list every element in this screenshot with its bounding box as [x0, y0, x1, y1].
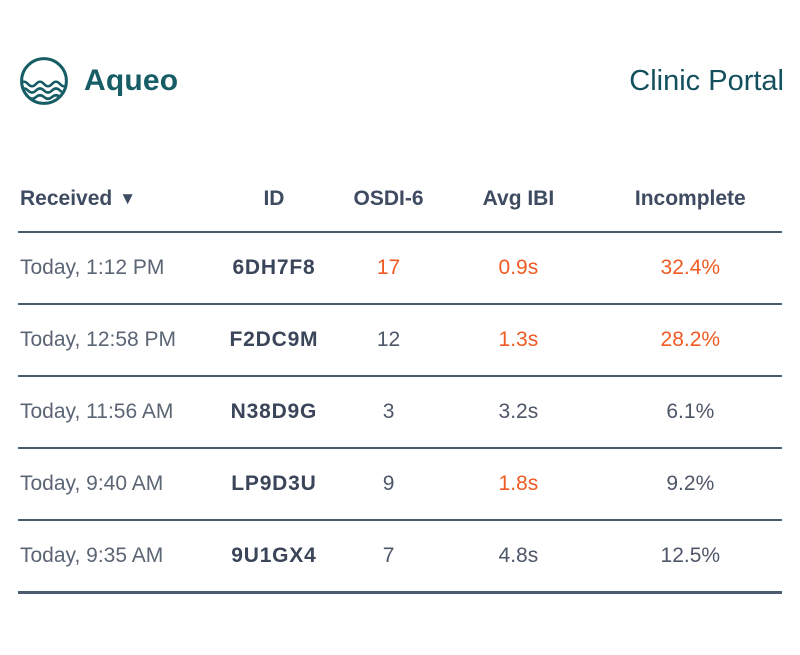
main-content: Received ▼ ID OSDI-6 Avg IBI Incomplete T… — [18, 187, 782, 594]
table-row[interactable]: Today, 9:40 AM LP9D3U 9 1.8s 9.2% — [18, 448, 782, 521]
table-header-row: Received ▼ ID OSDI-6 Avg IBI Incomplete — [18, 187, 782, 233]
cell-received: Today, 12:58 PM — [18, 304, 209, 377]
sort-desc-icon: ▼ — [119, 189, 137, 208]
cell-avg-ibi: 1.8s — [438, 448, 599, 521]
cell-osdi6: 7 — [338, 520, 439, 594]
column-header-received[interactable]: Received ▼ — [18, 187, 209, 233]
column-header-avg-ibi[interactable]: Avg IBI — [438, 187, 599, 233]
column-header-received-label: Received — [20, 187, 113, 210]
cell-avg-ibi: 4.8s — [438, 520, 599, 594]
cell-osdi6: 3 — [338, 376, 439, 449]
brand: Aqueo — [18, 55, 178, 107]
cell-incomplete: 9.2% — [598, 448, 782, 521]
cell-incomplete: 28.2% — [598, 304, 782, 377]
portal-title: Clinic Portal — [629, 64, 784, 97]
sessions-table: Received ▼ ID OSDI-6 Avg IBI Incomplete T… — [18, 187, 782, 594]
column-header-id[interactable]: ID — [209, 187, 339, 233]
cell-id: LP9D3U — [209, 448, 339, 521]
table-row[interactable]: Today, 9:35 AM 9U1GX4 7 4.8s 12.5% — [18, 520, 782, 594]
cell-id: 6DH7F8 — [209, 232, 339, 305]
clinic-portal-page: Aqueo Clinic Portal Received ▼ ID OSDI-6 — [0, 55, 800, 594]
cell-avg-ibi: 3.2s — [438, 376, 599, 449]
cell-id: 9U1GX4 — [209, 520, 339, 594]
column-header-incomplete[interactable]: Incomplete — [598, 187, 782, 233]
table-row[interactable]: Today, 12:58 PM F2DC9M 12 1.3s 28.2% — [18, 304, 782, 377]
cell-received: Today, 9:40 AM — [18, 448, 209, 521]
cell-avg-ibi: 1.3s — [438, 304, 599, 377]
brand-name: Aqueo — [84, 64, 179, 97]
table-row[interactable]: Today, 11:56 AM N38D9G 3 3.2s 6.1% — [18, 376, 782, 449]
cell-osdi6: 9 — [338, 448, 439, 521]
cell-id: F2DC9M — [209, 304, 339, 377]
cell-incomplete: 32.4% — [598, 232, 782, 305]
cell-incomplete: 12.5% — [598, 520, 782, 594]
cell-osdi6: 12 — [338, 304, 439, 377]
aqueo-logo-icon — [18, 55, 70, 107]
table-row[interactable]: Today, 1:12 PM 6DH7F8 17 0.9s 32.4% — [18, 232, 782, 305]
header: Aqueo Clinic Portal — [18, 55, 784, 107]
cell-id: N38D9G — [209, 376, 339, 449]
cell-received: Today, 1:12 PM — [18, 232, 209, 305]
cell-avg-ibi: 0.9s — [438, 232, 599, 305]
cell-osdi6: 17 — [338, 232, 439, 305]
column-header-osdi6[interactable]: OSDI-6 — [338, 187, 439, 233]
cell-received: Today, 9:35 AM — [18, 520, 209, 594]
cell-incomplete: 6.1% — [598, 376, 782, 449]
cell-received: Today, 11:56 AM — [18, 376, 209, 449]
